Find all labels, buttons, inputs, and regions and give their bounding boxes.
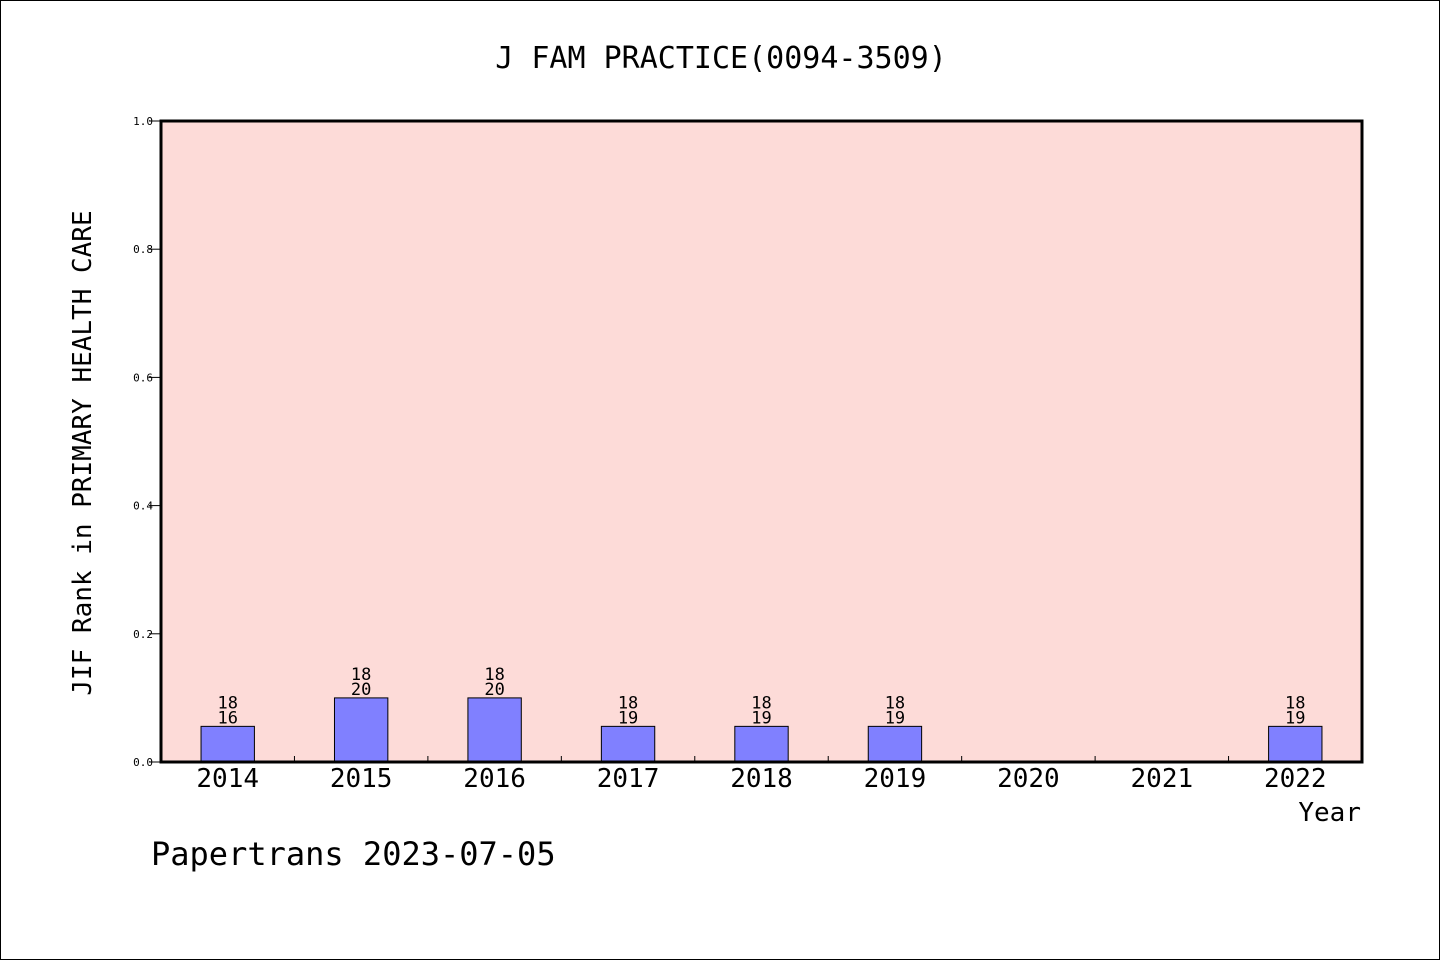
bars-group [200, 697, 1323, 763]
bar-2022 [1268, 725, 1323, 763]
bar-2017 [600, 725, 656, 763]
bar-label-bottom: 19 [1285, 708, 1305, 728]
bar-label-top: 18 [885, 693, 905, 713]
y-tick-label: 1.0 [133, 115, 153, 128]
chart-title: J FAM PRACTICE(0094-3509) [495, 41, 947, 76]
bar-2019 [867, 725, 923, 763]
bar-label-bottom: 19 [751, 708, 771, 728]
x-axis: 2014 2015 2016 2017 2018 2019 2020 2021 2022 [196, 756, 1327, 794]
x-tick-label: 2015 [330, 764, 393, 794]
y-tick-label: 0.2 [133, 628, 153, 641]
bar-label-bottom: 20 [351, 680, 371, 700]
bar-2015 [333, 697, 389, 763]
bar-label-top: 18 [217, 693, 237, 713]
bar-2018 [734, 725, 789, 763]
y-axis-label: JIF Rank in PRIMARY HEALTH CARE [68, 210, 98, 695]
plot-border [159, 119, 1364, 764]
bar-label-top: 18 [484, 665, 504, 685]
x-tick-label: 2014 [196, 764, 259, 794]
x-tick-label: 2018 [730, 764, 793, 794]
y-tick-label: 0.0 [133, 756, 153, 769]
bar-2016 [467, 697, 522, 763]
plot-area [161, 121, 1362, 762]
x-axis-label: Year [1298, 798, 1361, 828]
bar-label-bottom: 19 [618, 708, 638, 728]
x-tick-label: 2021 [1131, 764, 1194, 794]
bar-label-bottom: 16 [217, 708, 237, 728]
x-tick-label: 2016 [463, 764, 526, 794]
x-tick-label: 2022 [1264, 764, 1327, 794]
x-tick-label: 2019 [864, 764, 927, 794]
x-tick-label: 2020 [997, 764, 1060, 794]
bar-2014 [200, 725, 255, 763]
x-tick-label: 2017 [597, 764, 660, 794]
bar-label-top: 18 [351, 665, 371, 685]
y-axis: 0.0 0.2 0.4 0.6 0.8 1.0 [133, 115, 161, 769]
bar-label-bottom: 19 [885, 708, 905, 728]
y-tick-label: 0.4 [133, 500, 153, 513]
y-tick-label: 0.6 [133, 371, 153, 384]
bar-label-top: 18 [751, 693, 771, 713]
y-tick-label: 0.8 [133, 243, 153, 256]
footer-credit: Papertrans 2023-07-05 [151, 835, 556, 873]
bar-label-top: 18 [1285, 693, 1305, 713]
bar-label-bottom: 20 [484, 680, 504, 700]
bar-label-top: 18 [618, 693, 638, 713]
